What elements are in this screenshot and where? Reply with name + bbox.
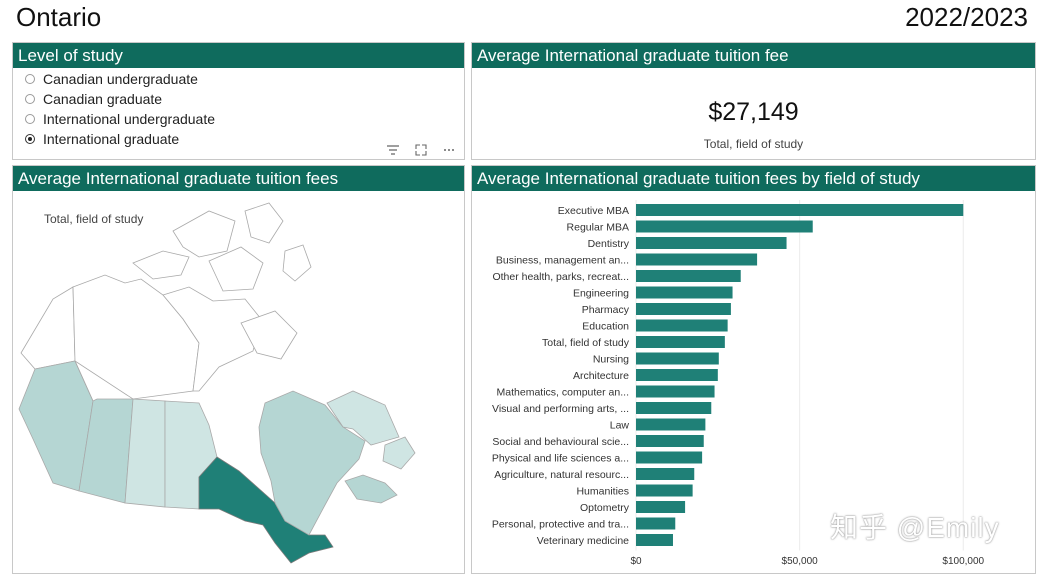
category-label: Other health, parks, recreat... xyxy=(492,271,629,283)
radio-icon[interactable] xyxy=(25,114,35,124)
category-label: Total, field of study xyxy=(542,337,630,349)
category-label: Pharmacy xyxy=(582,304,630,316)
bar-chart: $0 $50,000 $100,000 Executive MBA Regular MB… xyxy=(492,200,985,567)
region-quebec[interactable] xyxy=(258,390,366,536)
region-newfoundland-labrador[interactable] xyxy=(326,390,400,446)
bar[interactable] xyxy=(636,468,695,480)
category-label: Regular MBA xyxy=(567,222,629,234)
region-maritimes[interactable] xyxy=(344,474,398,504)
bar[interactable] xyxy=(636,204,964,216)
canada-map xyxy=(18,202,416,564)
kpi-value: $27,149 xyxy=(708,98,799,126)
category-label: Architecture xyxy=(573,370,629,382)
category-label: Mathematics, computer an... xyxy=(497,387,629,399)
bar[interactable] xyxy=(636,237,787,249)
page-year: 2022/2023 xyxy=(905,2,1028,32)
bar[interactable] xyxy=(636,303,731,315)
category-label: Visual and performing arts, ... xyxy=(492,403,629,415)
category-label: Optometry xyxy=(580,502,630,514)
category-label: Education xyxy=(582,321,629,333)
option-canadian-graduate[interactable]: Canadian graduate xyxy=(25,90,162,108)
bar[interactable] xyxy=(636,501,686,513)
bar[interactable] xyxy=(636,435,704,447)
kpi-card: Average International graduate tuition f… xyxy=(471,42,1036,160)
option-international-undergraduate[interactable]: International undergraduate xyxy=(25,110,215,128)
bar[interactable] xyxy=(636,270,741,282)
option-canadian-undergraduate[interactable]: Canadian undergraduate xyxy=(25,70,198,88)
category-label: Dentistry xyxy=(588,238,630,250)
category-label: Agriculture, natural resourc... xyxy=(494,469,629,481)
filter-icon[interactable] xyxy=(386,143,400,157)
category-label: Veterinary medicine xyxy=(537,535,629,547)
bar[interactable] xyxy=(636,402,712,414)
visual-toolbar xyxy=(386,143,456,157)
level-of-study-slicer: Level of study Canadian undergraduate Ca… xyxy=(12,42,465,160)
map-subtitle: Total, field of study xyxy=(44,212,144,226)
category-label: Engineering xyxy=(573,288,629,300)
bar[interactable] xyxy=(636,517,676,530)
option-international-graduate[interactable]: International graduate xyxy=(25,130,179,148)
bar[interactable] xyxy=(636,352,719,365)
bar[interactable] xyxy=(636,336,725,348)
option-label: International graduate xyxy=(43,131,180,147)
more-options-icon[interactable] xyxy=(442,143,456,157)
region-nunavut[interactable] xyxy=(162,286,262,392)
region-yukon[interactable] xyxy=(20,286,76,370)
bar[interactable] xyxy=(636,484,693,497)
option-label: Canadian graduate xyxy=(43,91,163,107)
map-panel: Average International graduate tuition f… xyxy=(12,165,465,574)
bar-chart-title: Average International graduate tuition f… xyxy=(472,166,1035,191)
focus-mode-icon[interactable] xyxy=(414,143,428,157)
bar-chart-panel: Average International graduate tuition f… xyxy=(471,165,1036,574)
category-label: Executive MBA xyxy=(558,205,629,217)
category-label: Business, management an... xyxy=(496,255,629,267)
x-tick-label: $50,000 xyxy=(782,556,819,567)
bar[interactable] xyxy=(636,451,703,464)
x-tick-label: $0 xyxy=(630,556,642,567)
bar[interactable] xyxy=(636,534,673,546)
radio-icon[interactable] xyxy=(25,74,35,84)
category-label: Law xyxy=(610,420,630,432)
kpi-title: Average International graduate tuition f… xyxy=(472,43,1035,68)
bar[interactable] xyxy=(636,369,718,381)
bar[interactable] xyxy=(636,418,706,431)
page-title: Ontario xyxy=(16,2,102,32)
category-label: Humanities xyxy=(576,486,629,498)
kpi-subtitle: Total, field of study xyxy=(703,137,804,151)
bar[interactable] xyxy=(636,385,715,398)
category-label: Social and behavioural scie... xyxy=(492,436,629,448)
slicer-title: Level of study xyxy=(13,43,464,68)
bar[interactable] xyxy=(636,319,728,332)
category-label: Physical and life sciences a... xyxy=(492,453,629,465)
bar[interactable] xyxy=(636,220,813,233)
map-title: Average International graduate tuition f… xyxy=(13,166,464,191)
x-tick-label: $100,000 xyxy=(942,556,984,567)
option-label: Canadian undergraduate xyxy=(43,71,198,87)
bar[interactable] xyxy=(636,286,733,299)
watermark: 知乎 @Emily xyxy=(830,512,1000,543)
bar[interactable] xyxy=(636,253,758,266)
category-label: Personal, protective and tra... xyxy=(492,519,629,531)
category-label: Nursing xyxy=(593,354,629,366)
option-label: International undergraduate xyxy=(43,111,216,127)
radio-icon[interactable] xyxy=(25,94,35,104)
radio-selected-icon[interactable] xyxy=(25,134,35,144)
